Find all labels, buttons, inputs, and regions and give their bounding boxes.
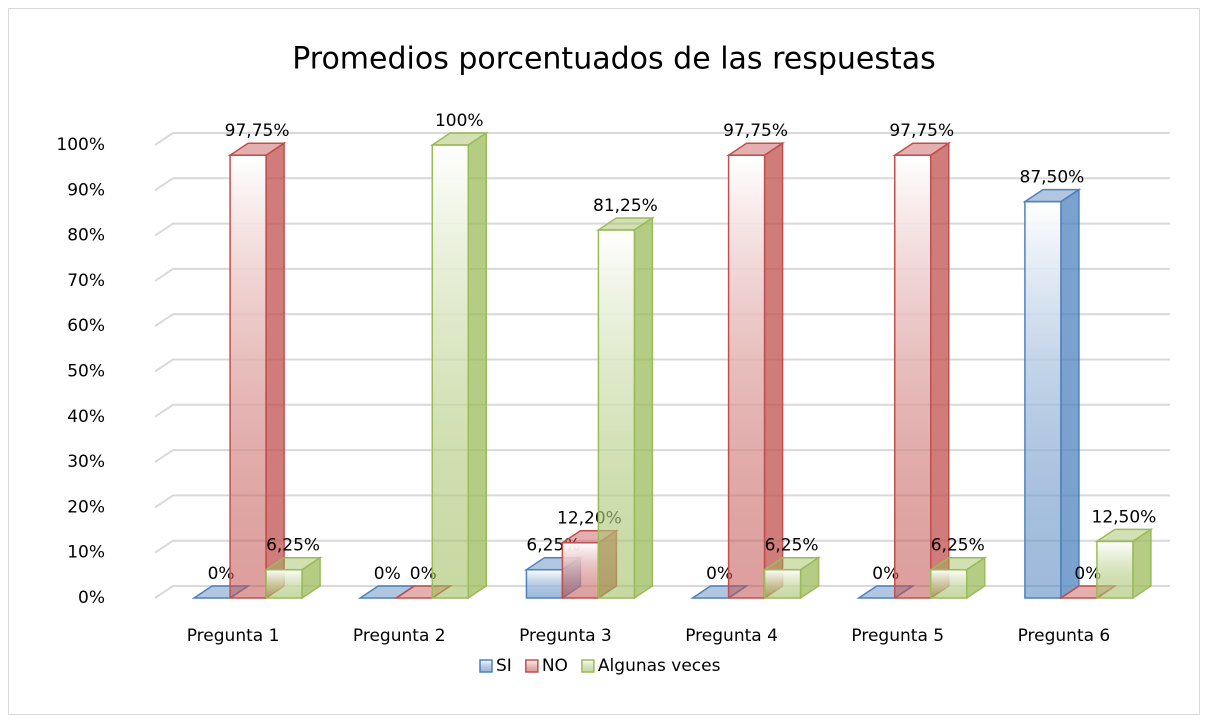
value-label: 6,25% bbox=[765, 536, 819, 556]
value-label: 0% bbox=[410, 564, 437, 584]
value-label: 100% bbox=[435, 111, 484, 131]
bar-front bbox=[265, 568, 303, 599]
value-label: 0% bbox=[706, 564, 733, 584]
bar-top bbox=[1094, 528, 1154, 543]
bar-top bbox=[227, 142, 287, 156]
bar-front bbox=[763, 568, 802, 599]
y-tick-label: 100% bbox=[56, 135, 105, 155]
y-tick-label: 10% bbox=[67, 543, 105, 563]
bar-side bbox=[633, 216, 654, 600]
grid-line bbox=[154, 358, 1170, 373]
bar bbox=[1022, 188, 1082, 600]
value-label: 97,75% bbox=[889, 121, 954, 141]
grid-line bbox=[154, 222, 1170, 237]
grid-line bbox=[154, 267, 1170, 282]
bar-side bbox=[1060, 188, 1080, 600]
bar bbox=[1094, 527, 1154, 600]
grid-line bbox=[154, 177, 1170, 192]
bar bbox=[429, 131, 489, 600]
x-tick-label: Pregunta 3 bbox=[519, 626, 612, 646]
value-label: 87,50% bbox=[1020, 168, 1085, 188]
bar-top bbox=[726, 142, 786, 156]
bar-top bbox=[595, 217, 655, 231]
bar-top bbox=[928, 556, 988, 571]
bar-top bbox=[429, 132, 489, 146]
grid-line bbox=[154, 449, 1170, 463]
x-tick-label: Pregunta 5 bbox=[851, 626, 944, 646]
value-label: 0% bbox=[872, 564, 899, 584]
y-tick-label: 60% bbox=[67, 316, 105, 336]
bar-front bbox=[727, 154, 766, 599]
bar bbox=[595, 216, 655, 600]
value-label: 0% bbox=[374, 564, 401, 584]
bar-side bbox=[763, 141, 784, 600]
value-label: 97,75% bbox=[723, 121, 788, 141]
bar-front bbox=[894, 154, 932, 599]
grid-line bbox=[154, 132, 1170, 146]
bar-front bbox=[1096, 540, 1134, 599]
grid-line bbox=[154, 313, 1170, 328]
bar-front bbox=[229, 154, 267, 599]
y-tick-label: 40% bbox=[67, 407, 105, 427]
value-label: 6,25% bbox=[266, 536, 320, 556]
y-tick-label: 90% bbox=[67, 180, 105, 200]
value-label: 12,50% bbox=[1092, 507, 1157, 527]
value-label: 0% bbox=[1074, 564, 1101, 584]
bar-side bbox=[265, 141, 285, 600]
legend-label: NO bbox=[542, 656, 568, 676]
grid-line bbox=[154, 494, 1170, 509]
x-tick-label: Pregunta 6 bbox=[1018, 626, 1111, 646]
bar-front bbox=[597, 229, 636, 599]
legend-label: Algunas veces bbox=[598, 656, 721, 676]
value-label: 81,25% bbox=[593, 196, 658, 216]
y-tick-label: 70% bbox=[67, 271, 105, 291]
bar bbox=[263, 556, 323, 600]
y-tick-label: 80% bbox=[67, 226, 105, 246]
x-tick-label: Pregunta 4 bbox=[685, 626, 778, 646]
bar-top bbox=[263, 556, 323, 571]
grid-line bbox=[154, 403, 1170, 418]
bar-side bbox=[930, 141, 950, 600]
bar-front bbox=[561, 541, 600, 599]
bar-front bbox=[525, 568, 564, 599]
bar bbox=[762, 556, 822, 600]
y-tick-label: 30% bbox=[67, 452, 105, 472]
bar bbox=[892, 141, 952, 600]
legend-swatch bbox=[479, 659, 493, 673]
y-tick-label: 50% bbox=[67, 362, 105, 382]
x-tick-label: Pregunta 2 bbox=[353, 626, 446, 646]
y-tick-label: 20% bbox=[67, 497, 105, 517]
y-tick-label: 0% bbox=[78, 588, 105, 608]
legend-label: SI bbox=[496, 656, 512, 676]
value-label: 97,75% bbox=[225, 121, 290, 141]
legend-swatch bbox=[525, 659, 539, 673]
grid-line bbox=[154, 539, 1170, 554]
bar bbox=[227, 141, 287, 600]
bar-side bbox=[467, 131, 487, 600]
bar-front bbox=[930, 568, 968, 599]
value-label: 6,25% bbox=[931, 536, 985, 556]
legend-swatch bbox=[581, 659, 595, 673]
grid-line bbox=[154, 585, 1170, 599]
chart-title: Promedios porcentuados de las respuestas bbox=[292, 42, 936, 77]
bar-front bbox=[1024, 200, 1062, 599]
x-tick-label: Pregunta 1 bbox=[187, 626, 280, 646]
bar-top bbox=[892, 142, 952, 156]
value-label: 0% bbox=[208, 564, 235, 584]
bar-top bbox=[762, 556, 822, 571]
bar-front bbox=[431, 144, 469, 599]
bar-top bbox=[1022, 188, 1082, 203]
bar bbox=[726, 141, 786, 600]
bar bbox=[928, 556, 988, 600]
